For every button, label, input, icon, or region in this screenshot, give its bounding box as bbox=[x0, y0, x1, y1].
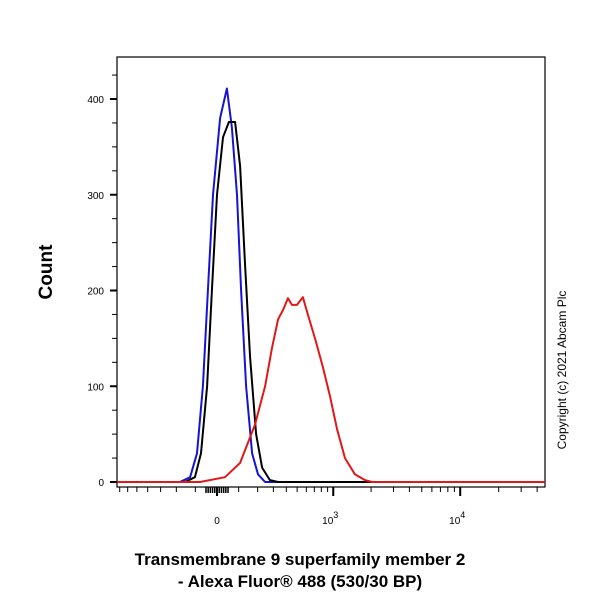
plot-frame bbox=[116, 56, 546, 488]
histogram-series-2 bbox=[117, 121, 545, 483]
series-group bbox=[117, 87, 545, 483]
y-tick-label: 400 bbox=[87, 95, 104, 106]
y-tick-label: 300 bbox=[87, 191, 104, 202]
x-tick-label: 0 bbox=[214, 516, 220, 527]
y-axis: 0 100 200 300 400 bbox=[87, 74, 117, 489]
x-axis-label-line2: - Alexa Fluor® 488 (530/30 BP) bbox=[177, 572, 423, 591]
histogram-series-3 bbox=[117, 296, 545, 483]
x-axis: 0 103 104 bbox=[119, 487, 538, 527]
y-tick-label: 0 bbox=[98, 478, 104, 489]
x-tick-label: 104 bbox=[449, 510, 465, 527]
y-axis-label: Count bbox=[36, 244, 57, 300]
histogram-series-1 bbox=[117, 87, 545, 483]
y-tick-label: 100 bbox=[87, 382, 104, 393]
x-tick-label: 103 bbox=[322, 510, 338, 527]
x-axis-label-line1: Transmembrane 9 superfamily member 2 bbox=[134, 550, 466, 569]
y-tick-label: 200 bbox=[87, 287, 104, 298]
copyright-text: Copyright (c) 2021 Abcam Plc bbox=[555, 291, 569, 450]
